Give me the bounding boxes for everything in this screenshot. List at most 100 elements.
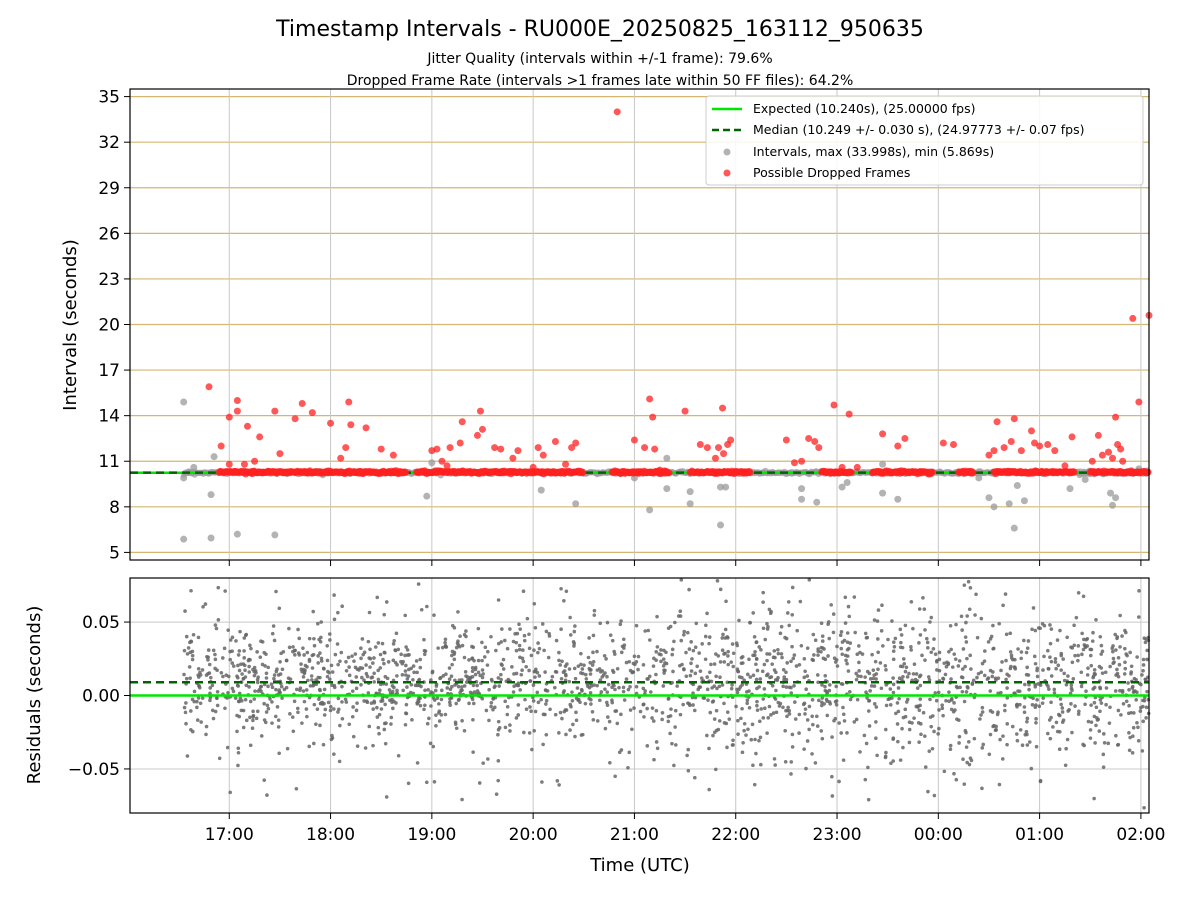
residual-point xyxy=(332,617,337,622)
residual-point xyxy=(470,697,475,702)
residual-point xyxy=(422,707,426,712)
residual-point xyxy=(399,652,403,657)
residual-point xyxy=(375,595,380,600)
residual-point xyxy=(840,682,845,686)
residual-point xyxy=(740,655,745,659)
residual-point xyxy=(238,629,242,634)
residual-point xyxy=(359,682,363,687)
residual-point xyxy=(843,653,848,658)
residual-point xyxy=(236,675,240,680)
residual-point xyxy=(236,699,241,704)
residual-point xyxy=(964,640,969,644)
dropped-frame-point xyxy=(720,450,728,458)
dropped-frame-point xyxy=(1007,437,1015,445)
residual-point xyxy=(983,649,987,653)
residual-point xyxy=(476,626,481,631)
interval-point xyxy=(798,495,806,503)
residual-point xyxy=(1144,637,1148,641)
residual-point xyxy=(971,678,976,683)
residual-point xyxy=(845,731,849,735)
residual-point xyxy=(547,631,551,636)
residual-point xyxy=(843,595,848,600)
residual-point xyxy=(536,650,540,655)
residual-point xyxy=(558,710,563,715)
residual-point xyxy=(1081,594,1086,599)
residual-point xyxy=(708,710,713,715)
residual-point xyxy=(575,686,580,690)
residual-point xyxy=(544,732,549,737)
residual-point xyxy=(875,753,879,758)
residual-point xyxy=(337,759,342,764)
residual-point xyxy=(960,667,965,671)
residual-point xyxy=(729,686,734,691)
residual-point xyxy=(589,702,593,706)
residual-point xyxy=(568,633,573,637)
residual-point xyxy=(600,669,605,673)
residual-point xyxy=(1131,725,1136,730)
residual-point xyxy=(751,673,756,678)
residual-point xyxy=(1060,706,1065,710)
legend-median-label: Median (10.249 +/- 0.030 s), (24.97773 +… xyxy=(753,122,1084,137)
residual-point xyxy=(394,631,399,636)
residual-point xyxy=(621,689,626,694)
residual-point xyxy=(891,649,896,653)
residual-point xyxy=(967,762,972,767)
residual-point xyxy=(682,633,686,637)
residual-point xyxy=(1094,723,1098,728)
dropped-frame-point xyxy=(327,419,335,427)
residual-point xyxy=(745,698,750,703)
residual-point xyxy=(505,712,510,717)
residual-point xyxy=(1000,757,1005,761)
residual-point xyxy=(190,697,195,702)
residual-point xyxy=(215,696,219,700)
residual-point xyxy=(680,662,684,667)
residual-point xyxy=(456,639,460,643)
residual-point xyxy=(572,644,576,648)
residual-point xyxy=(327,632,332,636)
residual-point xyxy=(682,629,687,634)
residual-point xyxy=(1025,665,1029,670)
residual-point xyxy=(366,639,371,644)
residual-point xyxy=(845,640,850,645)
residual-point xyxy=(574,696,579,701)
residual-point xyxy=(636,667,640,672)
residual-point xyxy=(957,734,962,739)
intervals-y-tick-label: 17 xyxy=(98,361,120,381)
residual-point xyxy=(933,691,938,695)
residual-point xyxy=(382,661,386,666)
residual-point xyxy=(870,652,874,657)
residual-point xyxy=(914,672,919,676)
residual-point xyxy=(460,643,465,648)
residual-point xyxy=(957,659,962,663)
residual-point xyxy=(992,723,996,728)
dropped-frame-point xyxy=(894,442,902,450)
residual-point xyxy=(846,604,851,609)
residual-point xyxy=(563,664,568,668)
residual-point xyxy=(754,662,758,667)
residual-point xyxy=(447,666,452,670)
residual-point xyxy=(183,609,187,613)
residual-point xyxy=(1051,725,1055,729)
residual-point xyxy=(304,707,309,711)
residual-point xyxy=(659,648,663,652)
residual-point xyxy=(1127,703,1131,708)
residual-point xyxy=(711,699,716,703)
residual-point xyxy=(982,659,987,663)
residual-point xyxy=(847,614,852,619)
residual-point xyxy=(1025,732,1029,737)
residual-point xyxy=(329,663,334,668)
residual-point xyxy=(280,696,284,700)
residual-point xyxy=(496,778,500,783)
residual-point xyxy=(471,750,475,754)
residual-point xyxy=(570,698,575,703)
residual-point xyxy=(1072,623,1076,628)
residual-point xyxy=(785,714,789,719)
residual-point xyxy=(824,697,829,702)
interval-point xyxy=(843,479,851,487)
residual-point xyxy=(744,733,748,737)
residual-point xyxy=(499,672,503,677)
residual-point xyxy=(325,674,330,679)
residual-point xyxy=(322,713,327,717)
residual-point xyxy=(287,645,292,650)
residual-point xyxy=(603,726,608,731)
